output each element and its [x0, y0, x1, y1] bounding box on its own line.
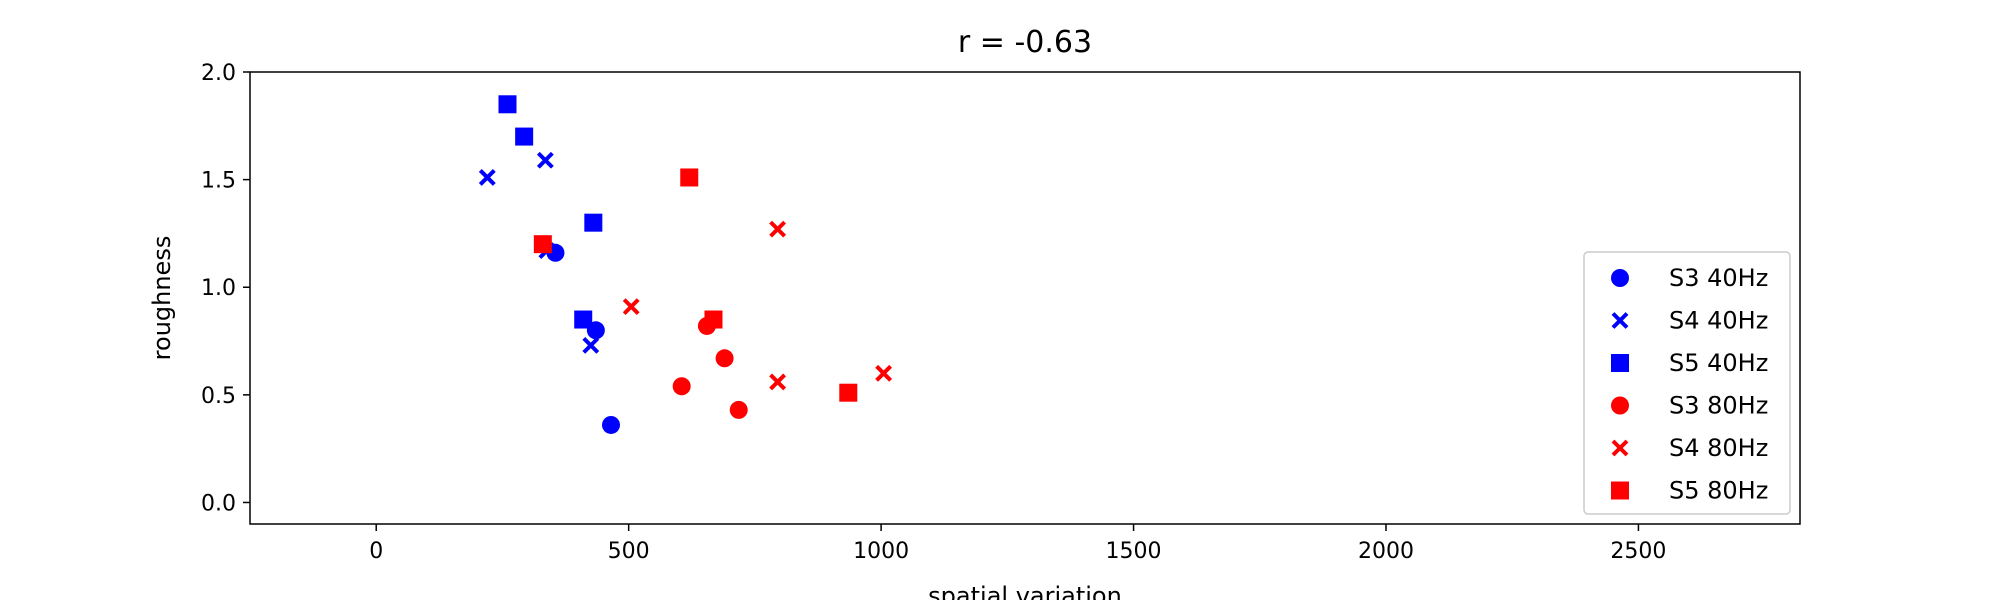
y-tick-label: 1.0: [201, 276, 236, 301]
legend: S3 40Hz S4 40Hz S5 40Hz S3 80Hz S4 80Hz S5 80…: [1583, 251, 1791, 515]
legend-label: S4 40Hz: [1669, 307, 1768, 335]
y-tick-label: 1.5: [201, 169, 236, 194]
data-point: [672, 377, 691, 396]
series-s3-80hz: [672, 316, 748, 419]
data-point: [478, 169, 496, 186]
legend-marker: [1611, 481, 1629, 500]
legend-label: S5 40Hz: [1669, 349, 1768, 377]
series-s5-40hz: [498, 95, 603, 329]
legend-label: S3 80Hz: [1669, 392, 1768, 420]
legend-marker: [1611, 312, 1629, 329]
legend-item: S3 40Hz: [1611, 264, 1768, 292]
x-tick-label: 0: [369, 539, 383, 564]
data-point: [680, 168, 699, 187]
data-point: [715, 349, 734, 368]
legend-item: S5 40Hz: [1611, 349, 1768, 377]
plot-area-frame: [249, 71, 1801, 525]
legend-label: S5 80Hz: [1669, 477, 1768, 505]
y-axis-label: roughness: [148, 236, 176, 361]
data-point: [875, 364, 893, 382]
data-point: [839, 383, 858, 402]
x-tick-label: 500: [608, 539, 650, 564]
legend-box: [1583, 251, 1791, 515]
legend-marker: [1611, 396, 1629, 415]
plot-layer: [478, 95, 893, 434]
series-s3-40hz: [546, 243, 620, 434]
data-point: [769, 220, 787, 238]
legend-marker: [1611, 439, 1629, 457]
data-point: [601, 415, 620, 434]
legend-item: S4 80Hz: [1611, 434, 1768, 462]
y-tick-label: 0.5: [201, 384, 236, 409]
series-s5-80hz: [533, 168, 858, 402]
axes-layer: 0 500 1000 1500 2000 2500 0.0 0.5 1.0 1.5 2.0: [201, 61, 1666, 564]
legend-label: S4 80Hz: [1669, 434, 1768, 462]
data-point: [622, 298, 640, 316]
legend-item: S3 80Hz: [1611, 392, 1768, 420]
chart-title: r = -0.63: [958, 25, 1092, 60]
legend-marker: [1611, 269, 1629, 287]
data-point: [582, 336, 600, 354]
data-point: [729, 400, 748, 419]
data-point: [498, 95, 517, 114]
data-point: [769, 373, 787, 391]
data-point: [574, 310, 593, 329]
series-s4-80hz: [622, 220, 893, 391]
legend-item: S5 80Hz: [1611, 477, 1768, 505]
x-tick-label: 2000: [1358, 539, 1414, 564]
legend-marker: [1611, 354, 1629, 372]
x-tick-label: 2500: [1610, 539, 1666, 564]
y-tick-label: 2.0: [201, 61, 236, 86]
data-point: [584, 213, 603, 232]
x-axis-label: spatial variation: [928, 582, 1122, 600]
y-tick-label: 0.0: [201, 491, 236, 516]
legend-item: S4 40Hz: [1611, 307, 1768, 335]
data-point: [704, 310, 723, 329]
data-point: [515, 127, 534, 146]
legend-label: S3 40Hz: [1669, 264, 1768, 292]
data-point: [533, 235, 552, 254]
x-tick-label: 1500: [1106, 539, 1162, 564]
x-tick-label: 1000: [853, 539, 909, 564]
data-point: [536, 151, 554, 169]
